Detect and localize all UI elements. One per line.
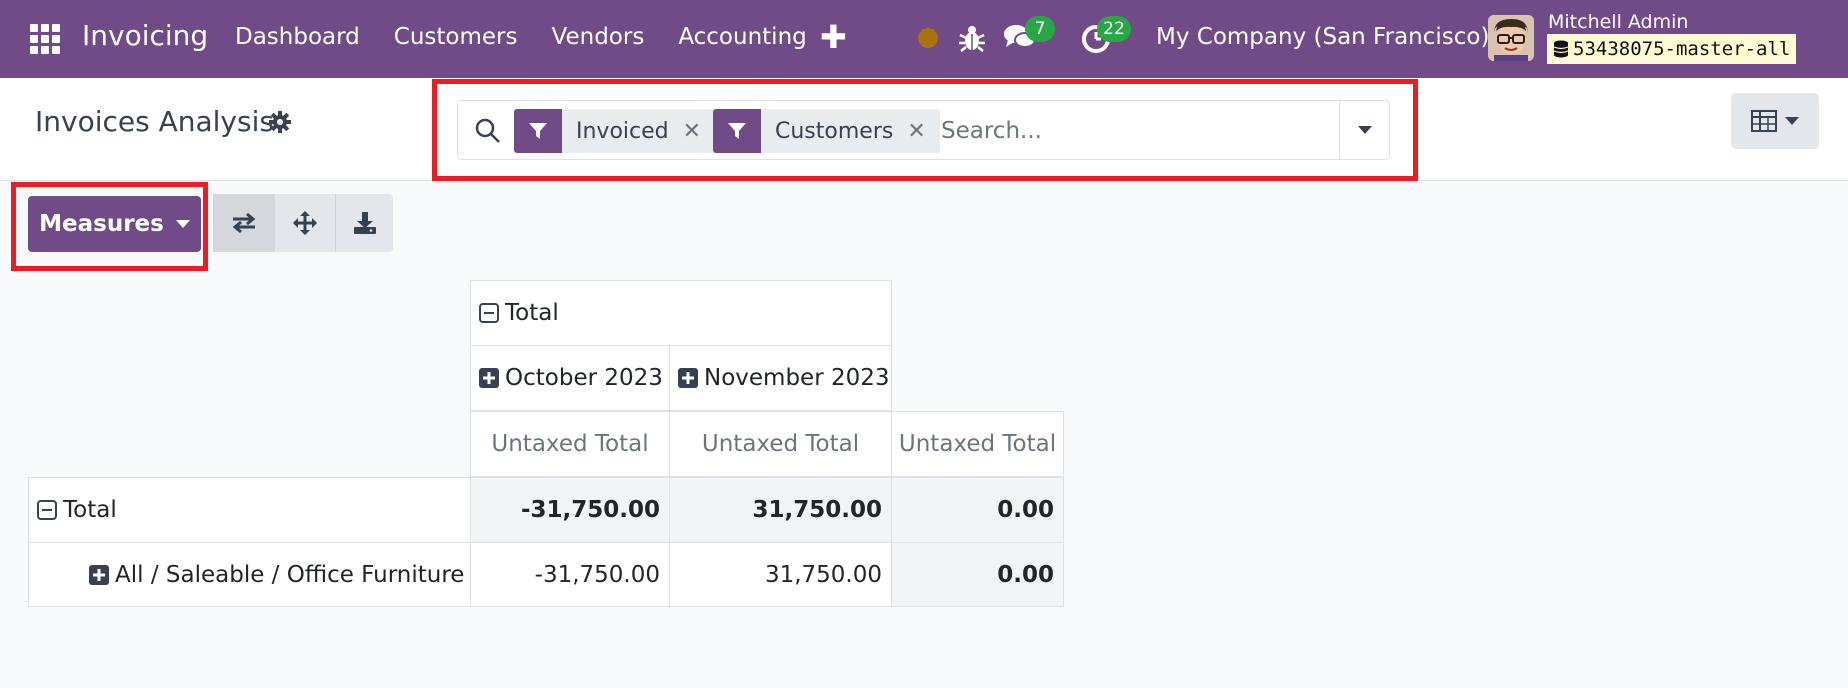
database-icon (1553, 40, 1569, 58)
pivot-cell[interactable]: -31,750.00 (470, 477, 670, 543)
expand-plus-icon (479, 368, 499, 388)
app-menu-icon[interactable] (30, 24, 60, 54)
search-input[interactable] (941, 111, 1381, 151)
close-icon[interactable]: ✕ (682, 109, 716, 153)
caret-down-icon (175, 220, 190, 228)
bug-icon[interactable] (957, 22, 987, 54)
filter-icon (514, 109, 562, 153)
header-label: Total (505, 300, 559, 326)
column-header-october-2023[interactable]: October 2023 (470, 345, 670, 411)
menu-vendors[interactable]: Vendors (551, 24, 645, 50)
column-header-total[interactable]: Total (470, 280, 892, 346)
caret-down-icon (1785, 117, 1799, 125)
arrows-move-icon (293, 211, 317, 235)
messages-count-badge: 7 (1025, 16, 1055, 42)
pivot-cell[interactable]: 0.00 (891, 477, 1064, 543)
measure-header[interactable]: Untaxed Total (470, 411, 670, 477)
row-label: Total (63, 497, 117, 523)
search-facet-invoiced[interactable]: Invoiced ✕ (514, 109, 716, 153)
collapse-minus-icon (37, 500, 57, 520)
search-bar: Invoiced ✕ Customers ✕ (457, 100, 1390, 160)
app-name[interactable]: Invoicing (82, 19, 209, 52)
exchange-icon (232, 212, 256, 234)
facet-label: Invoiced (562, 109, 683, 153)
activities-count-badge: 22 (1097, 16, 1131, 42)
main-menu: Dashboard Customers Vendors Accounting (235, 24, 841, 50)
measure-header[interactable]: Untaxed Total (669, 411, 892, 477)
user-avatar[interactable] (1488, 15, 1534, 61)
expand-plus-icon (678, 368, 698, 388)
quick-create-plus-icon[interactable]: ✚ (820, 18, 847, 56)
search-options-toggle[interactable] (1339, 101, 1389, 159)
pivot-cell[interactable]: 31,750.00 (669, 477, 892, 543)
database-badge: 53438075-master-all (1547, 34, 1797, 64)
caret-down-icon (1357, 126, 1372, 134)
close-icon[interactable]: ✕ (907, 109, 940, 153)
download-icon (353, 212, 376, 234)
search-icon[interactable] (474, 117, 502, 145)
expand-plus-icon (89, 564, 109, 585)
facet-label: Customers (761, 109, 908, 153)
pivot-cell[interactable]: -31,750.00 (470, 542, 670, 607)
row-header-office-furniture[interactable]: All / Saleable / Office Furniture (28, 542, 471, 607)
menu-customers[interactable]: Customers (393, 24, 518, 50)
highlight-box-measures (11, 182, 208, 271)
pivot-table-icon (1751, 110, 1777, 132)
view-switcher-button[interactable] (1731, 93, 1819, 149)
database-name: 53438075-master-all (1573, 38, 1791, 60)
search-facet-customers[interactable]: Customers ✕ (713, 109, 940, 153)
download-button[interactable] (335, 194, 393, 252)
gear-icon[interactable] (268, 110, 292, 134)
header-label: November 2023 (704, 365, 890, 391)
row-header-total[interactable]: Total (28, 477, 471, 543)
user-name[interactable]: Mitchell Admin (1548, 11, 1689, 33)
menu-dashboard[interactable]: Dashboard (235, 24, 360, 50)
collapse-minus-icon (479, 303, 499, 323)
menu-accounting[interactable]: Accounting (678, 24, 807, 50)
column-header-november-2023[interactable]: November 2023 (669, 345, 892, 411)
measure-header[interactable]: Untaxed Total (891, 411, 1064, 477)
filter-icon (713, 109, 761, 153)
status-dot-icon[interactable] (918, 28, 938, 48)
company-switcher[interactable]: My Company (San Francisco) (1156, 24, 1490, 50)
expand-all-button[interactable] (275, 194, 335, 252)
top-navbar: Invoicing Dashboard Customers Vendors Ac… (0, 0, 1848, 78)
highlight-box-search (432, 79, 1418, 181)
row-label: All / Saleable / Office Furniture (115, 561, 465, 588)
measures-label: Measures (39, 211, 164, 237)
header-label: October 2023 (505, 365, 663, 391)
page-title: Invoices Analysis (35, 105, 274, 138)
measures-button[interactable]: Measures (28, 196, 201, 252)
flip-axis-button[interactable] (213, 194, 275, 252)
pivot-cell[interactable]: 0.00 (891, 542, 1064, 607)
pivot-cell[interactable]: 31,750.00 (669, 542, 892, 607)
